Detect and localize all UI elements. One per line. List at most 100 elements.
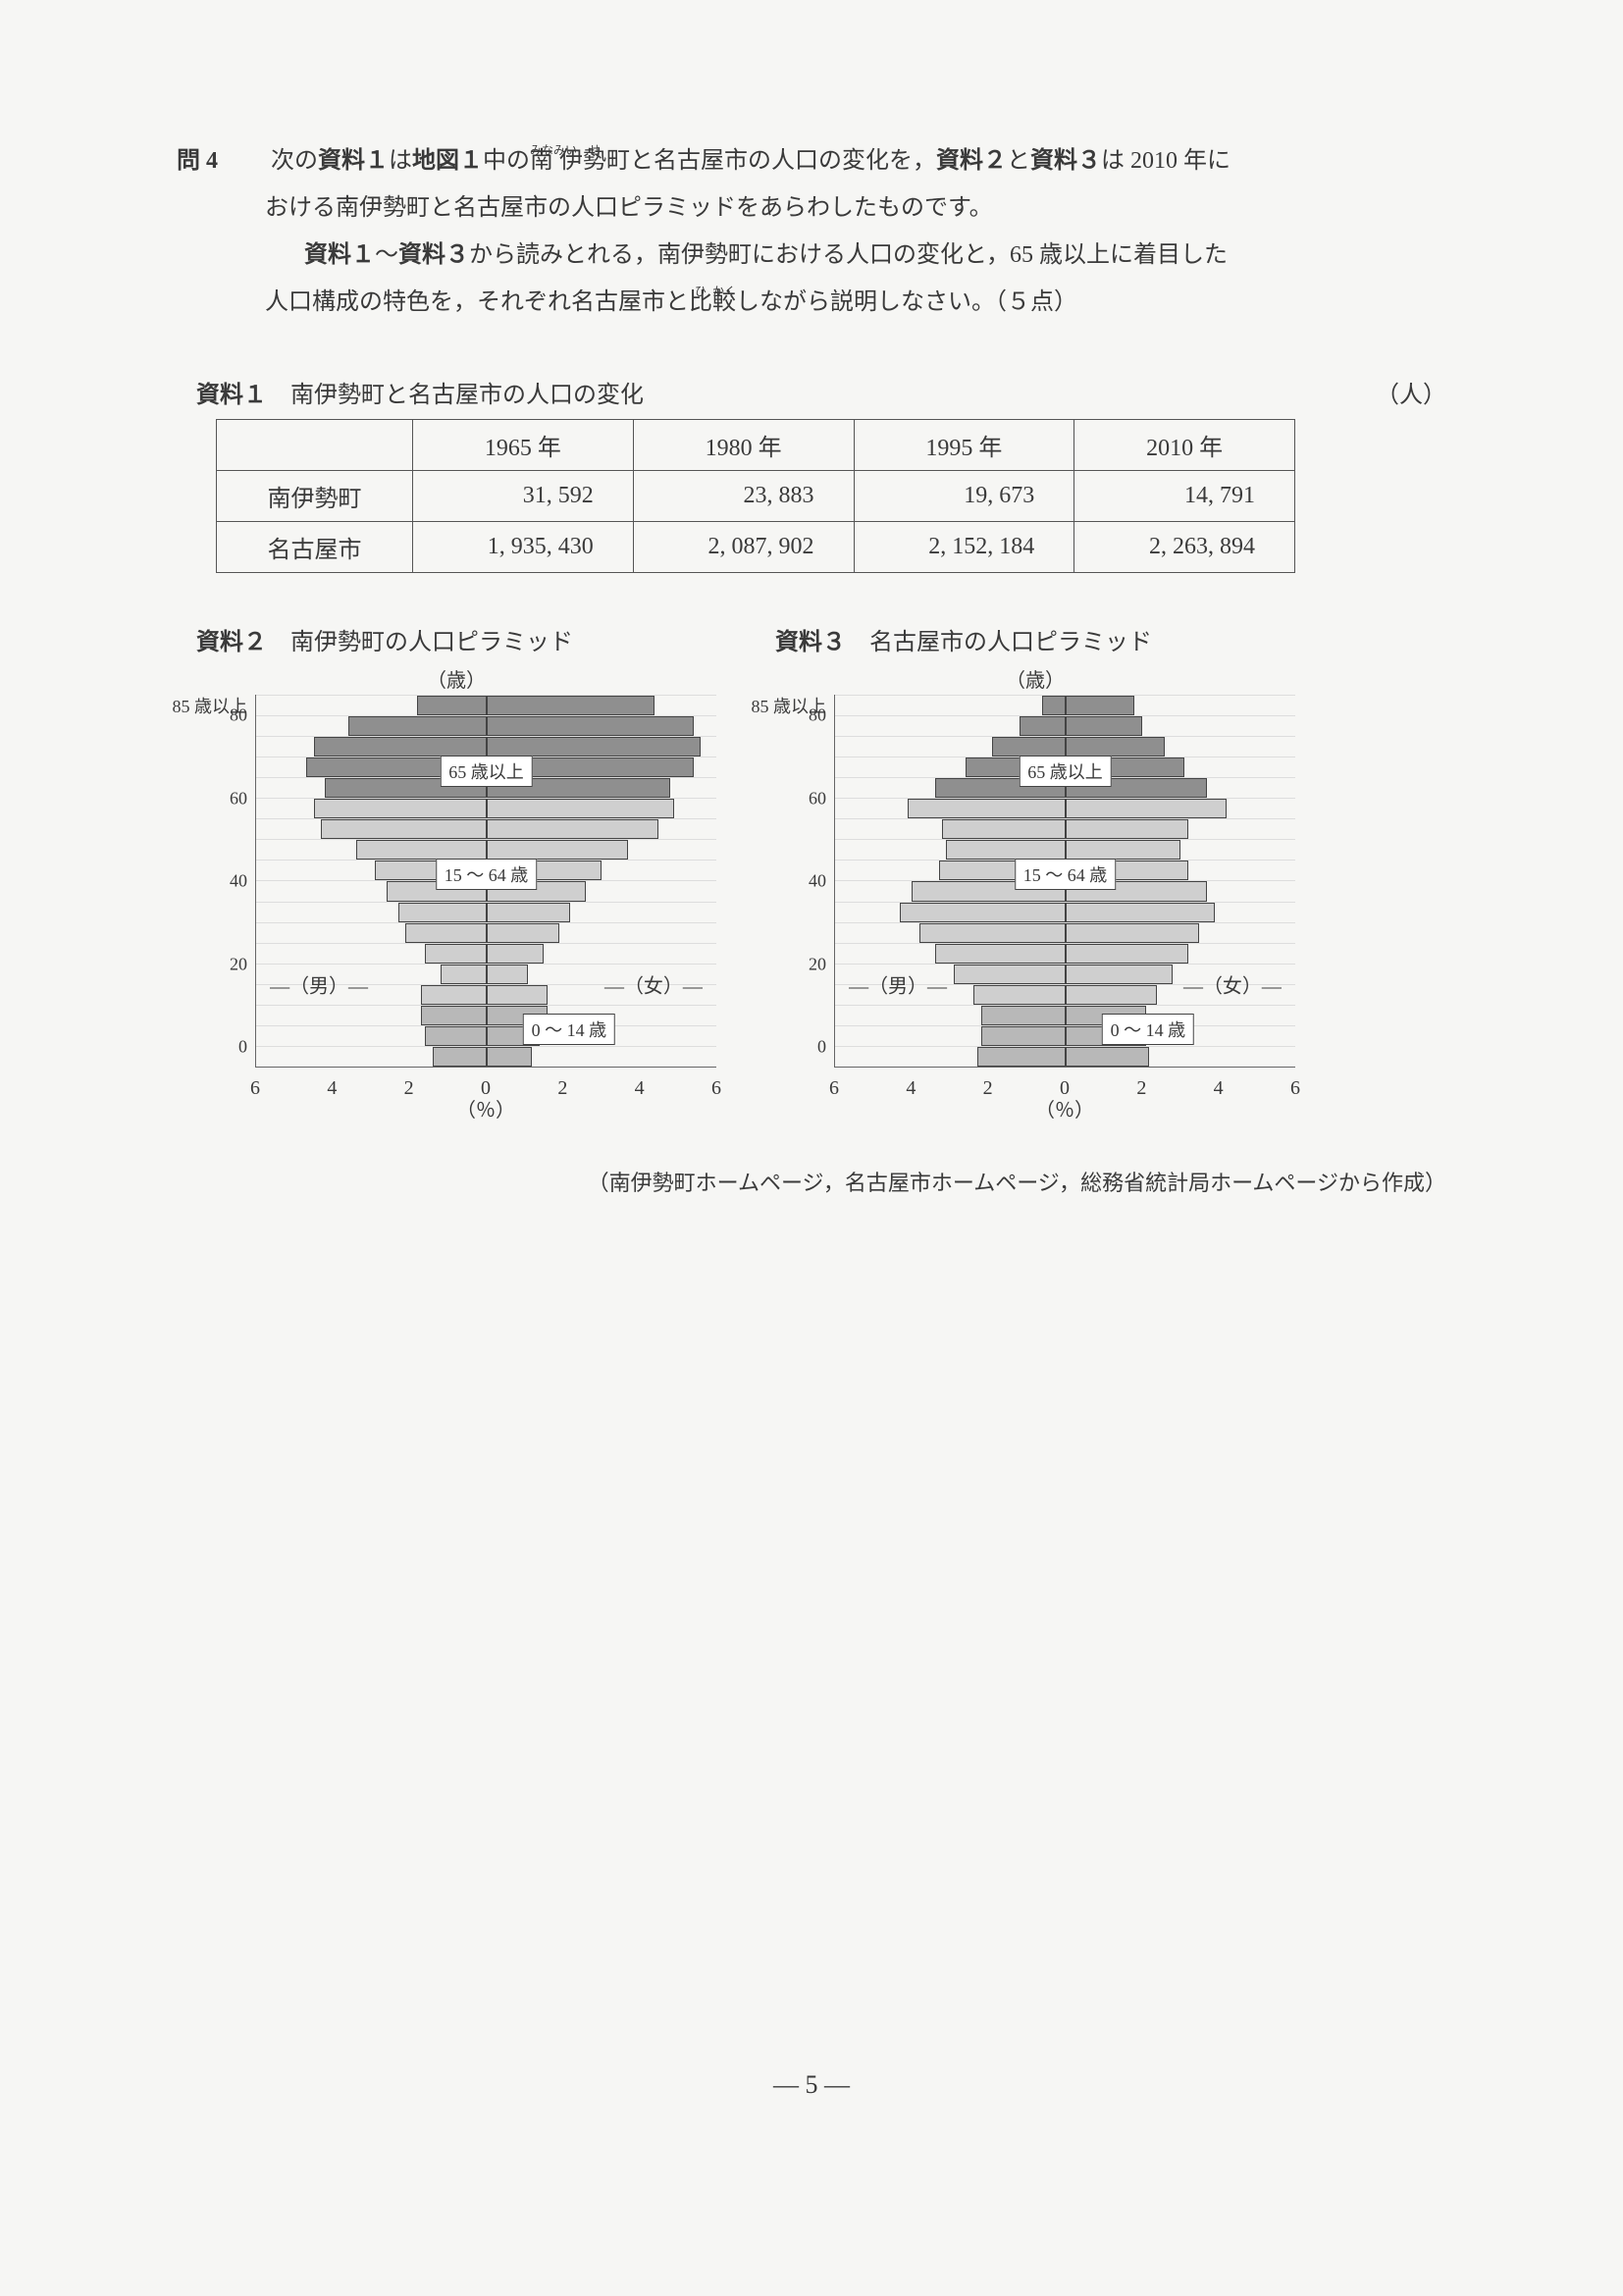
pyramid-bar-male [973,985,1066,1005]
ruby-se: せ勢 [583,148,606,174]
pyramid-bar-male [942,819,1065,839]
pyramid-2-block: 資料２ 南伊勢町の人口ピラミッド （歳） 65 歳以上15 ～ 64 歳0 ～ … [196,622,716,1126]
x-axis-unit: （％） [834,1094,1295,1122]
pyramid-bar-male [946,840,1065,860]
question-line-3: 資料１～資料３から読みとれる，南伊勢町における人口の変化と，65 歳以上に着目し… [177,232,1446,279]
table-header [217,420,413,471]
pyramid-bar-male [314,737,487,757]
table-header: 1980 年 [633,420,854,471]
population-table: 1965 年1980 年1995 年2010 年南伊勢町31, 59223, 8… [216,419,1295,573]
pyramid-bar-male [900,903,1065,922]
pyramid-annotation: 0 ～ 14 歳 [523,1014,616,1045]
table-cell: 31, 592 [413,471,634,522]
pyramid-bar-female [1066,716,1142,736]
pyramid-bar-male [421,985,486,1005]
pyramid-bar-male [405,923,486,943]
pyramid-annotation: 65 歳以上 [1019,756,1112,787]
table-header: 1965 年 [413,420,634,471]
page-number: — 5 — [0,2070,1623,2100]
pyramid-bar-male [935,944,1066,964]
pyramid-bar-female [1066,1047,1150,1067]
pyramid-bar-female [487,944,545,964]
pyramid-bar-female [487,840,629,860]
table-cell: 2, 087, 902 [633,522,854,573]
pyramid-bar-female [1066,923,1200,943]
pyramid-bar-female [487,716,694,736]
pyramid-bar-male [421,1006,486,1025]
table-title: 資料１ 南伊勢町と名古屋市の人口の変化 （人） [196,375,1446,409]
pyramids-row: 資料２ 南伊勢町の人口ピラミッド （歳） 65 歳以上15 ～ 64 歳0 ～ … [196,622,1446,1126]
pyramid-bar-male [954,965,1065,984]
pyramid-bar-male [417,696,486,715]
pyramid-bar-male [398,903,487,922]
table-cell: 19, 673 [854,471,1074,522]
pyramid-bar-male [977,1047,1066,1067]
pyramid-3-chart: 65 歳以上15 ～ 64 歳0 ～ 14 歳―（男）――（女）―85 歳以上0… [775,695,1295,1126]
y-axis-label: 80 [230,705,247,726]
pyramid-2-chart: 65 歳以上15 ～ 64 歳0 ～ 14 歳―（男）――（女）―85 歳以上0… [196,695,716,1126]
table-header: 1995 年 [854,420,1074,471]
y-axis-label: 80 [809,705,826,726]
pyramid-3-block: 資料３ 名古屋市の人口ピラミッド （歳） 65 歳以上15 ～ 64 歳0 ～ … [775,622,1295,1126]
female-label: ―（女）― [1183,969,1282,998]
pyramid-bar-female [1066,799,1227,818]
male-label: ―（男）― [270,969,368,998]
pyramid-bar-female [1066,985,1158,1005]
source-note: （南伊勢町ホームページ，名古屋市ホームページ，総務省統計局ホームページから作成） [177,1166,1446,1197]
table-header: 2010 年 [1074,420,1295,471]
pyramid-bar-female [487,1047,533,1067]
pyramid-annotation: 65 歳以上 [440,756,533,787]
pyramid-bar-male [981,1006,1066,1025]
pyramid-annotation: 0 ～ 14 歳 [1102,1014,1195,1045]
y-axis-label: 20 [809,954,826,974]
table-row-label: 名古屋市 [217,522,413,573]
pyramid-bar-female [1066,965,1173,984]
x-axis-unit: （％） [255,1094,716,1122]
pyramid-2-title: 資料２ 南伊勢町の人口ピラミッド [196,622,716,656]
table-section: 資料１ 南伊勢町と名古屋市の人口の変化 （人） 1965 年1980 年1995… [196,375,1446,573]
pyramid-bar-male [433,1047,487,1067]
pyramid-3-title: 資料３ 名古屋市の人口ピラミッド [775,622,1295,656]
pyramid-bar-female [487,985,549,1005]
table-cell: 23, 883 [633,471,854,522]
question-block: 問 4 次の資料１は地図１中のみなみ南 い伊せ勢町と名古屋市の人口の変化を，資料… [177,137,1446,326]
pyramid-bar-female [487,923,559,943]
table-cell: 1, 935, 430 [413,522,634,573]
pyramid-annotation: 15 ～ 64 歳 [1015,859,1117,890]
pyramid-bar-female [487,903,571,922]
male-label: ―（男）― [849,969,947,998]
y-axis-label: 20 [230,954,247,974]
pyramid-bar-female [1066,944,1188,964]
pyramid-bar-female [487,737,702,757]
pyramid-bar-female [1066,696,1134,715]
pyramid-bar-male [425,1026,487,1046]
y-axis-label: 60 [809,788,826,809]
table-cell: 2, 263, 894 [1074,522,1295,573]
ruby-kaku: かく較 [712,289,736,315]
ruby-minami: みなみ南 [530,148,553,174]
pyramid-bar-female [1066,840,1180,860]
y-axis-label: 60 [230,788,247,809]
pyramid-bar-male [356,840,487,860]
y-axis-label: 0 [817,1037,826,1058]
pyramid-bar-female [487,819,659,839]
pyramid-bar-female [1066,903,1215,922]
pyramid-bar-male [321,819,486,839]
pyramid-bar-female [487,799,675,818]
y-axis-label: 40 [230,871,247,892]
question-label: 問 4 [177,137,265,184]
y-axis-label: 0 [238,1037,247,1058]
page-content: 問 4 次の資料１は地図１中のみなみ南 い伊せ勢町と名古屋市の人口の変化を，資料… [0,0,1623,1197]
table-cell: 14, 791 [1074,471,1295,522]
y-axis-label: 40 [809,871,826,892]
pyramid-annotation: 15 ～ 64 歳 [436,859,538,890]
pyramid-bar-female [1066,819,1188,839]
question-line-4: 人口構成の特色を，それぞれ名古屋市とひ比かく較しながら説明しなさい。（５点） [177,279,1446,326]
pyramid-bar-male [1020,716,1066,736]
pyramid-bar-male [441,965,487,984]
ruby-hi: ひ比 [689,289,712,315]
question-line-1: 問 4 次の資料１は地図１中のみなみ南 い伊せ勢町と名古屋市の人口の変化を，資料… [177,137,1446,184]
table-cell: 2, 152, 184 [854,522,1074,573]
pyramid-bar-male [348,716,487,736]
question-line-2: おける南伊勢町と名古屋市の人口ピラミッドをあらわしたものです。 [177,184,1446,232]
